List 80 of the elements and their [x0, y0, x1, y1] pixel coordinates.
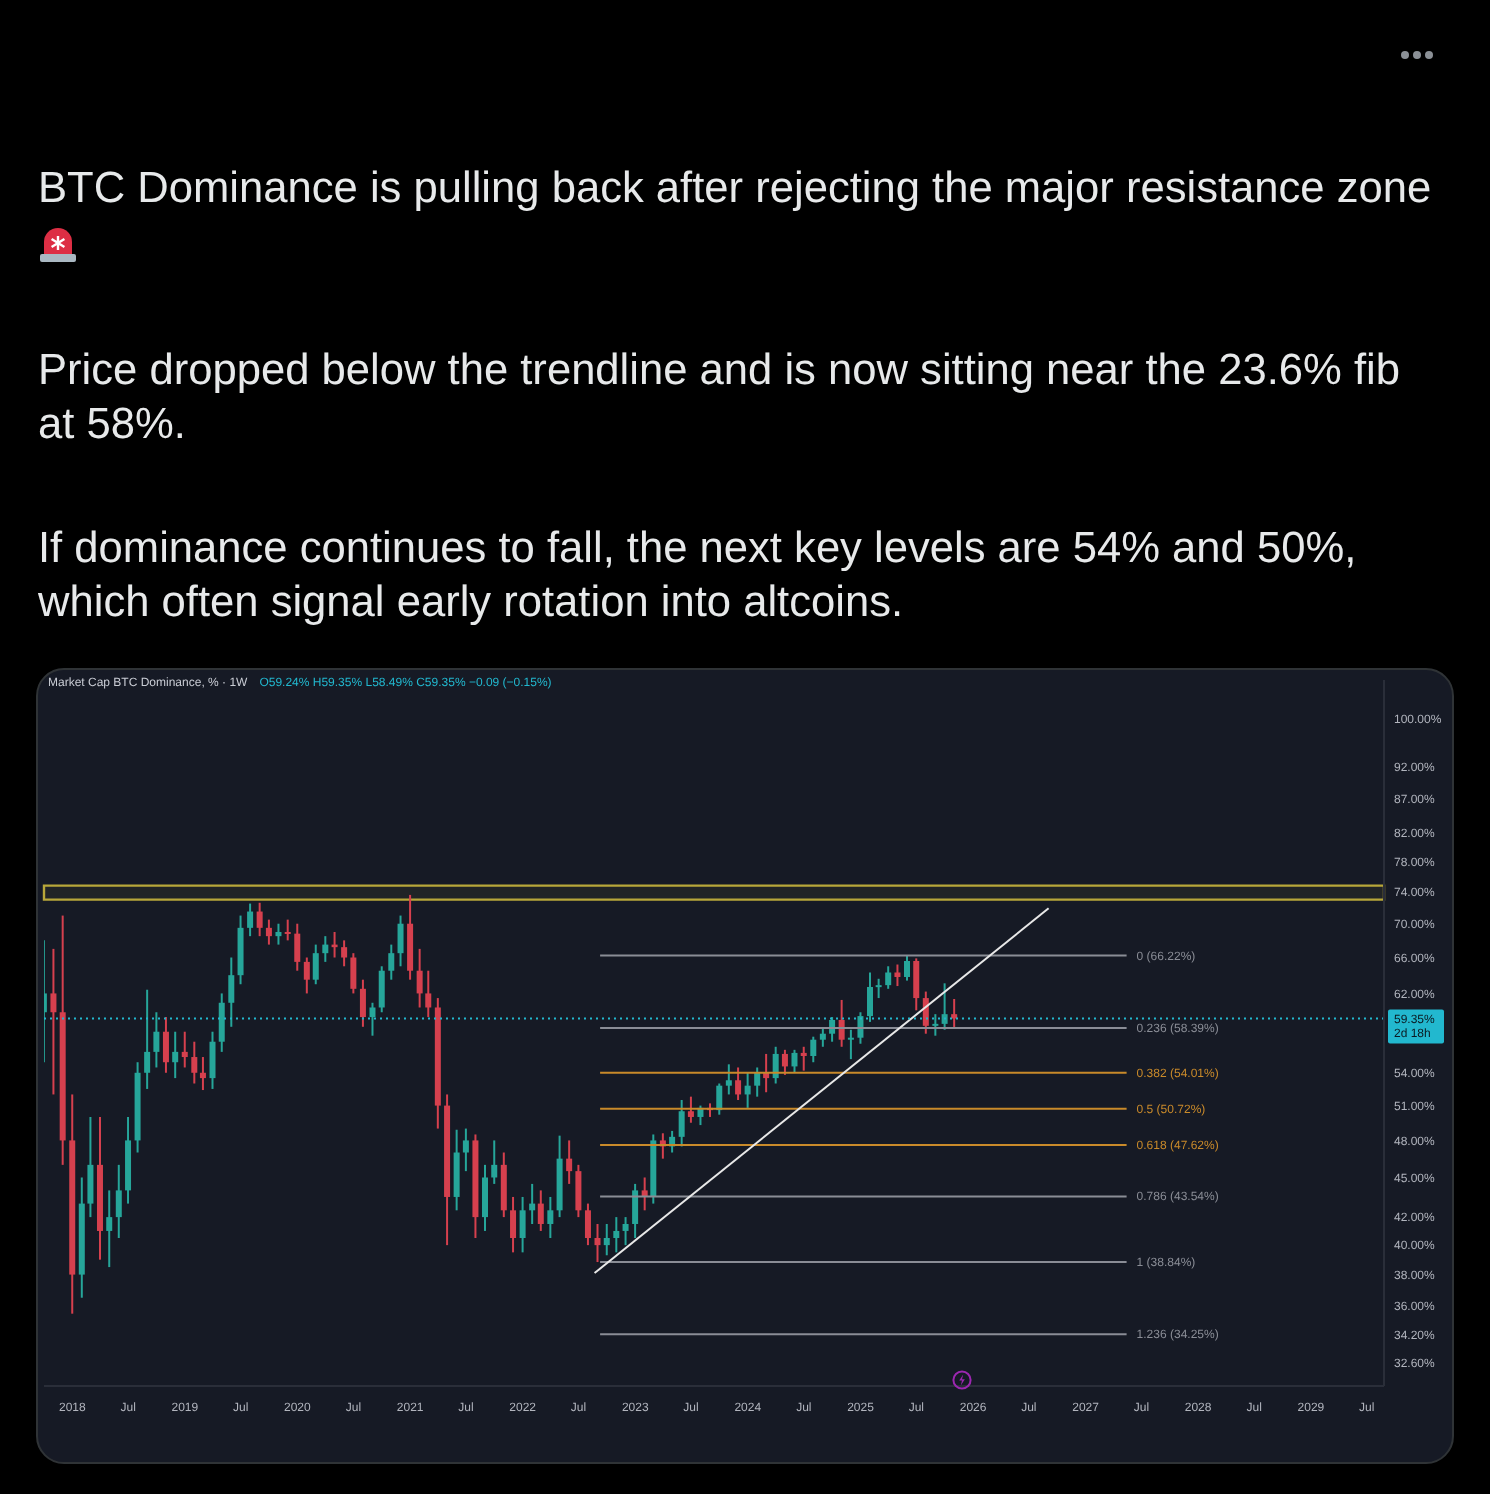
candlestick	[941, 982, 948, 1031]
candlestick	[275, 922, 282, 946]
candlestick	[932, 1013, 939, 1037]
candlestick	[735, 1066, 742, 1101]
candlestick	[678, 1098, 685, 1148]
candlestick	[632, 1182, 639, 1239]
candlestick	[913, 957, 920, 1012]
candlestick	[687, 1095, 694, 1124]
candlestick	[875, 977, 882, 1000]
candlestick	[397, 914, 404, 968]
candlestick	[50, 947, 57, 1096]
candlestick	[594, 1222, 601, 1264]
candlestick	[388, 943, 395, 981]
candlestick	[181, 1030, 188, 1069]
candlestick	[791, 1048, 798, 1074]
candlestick	[800, 1045, 807, 1072]
candlestick	[537, 1189, 544, 1232]
candlestick	[425, 969, 432, 1019]
candlestick	[744, 1071, 751, 1109]
candlestick	[284, 918, 291, 942]
candlestick	[922, 990, 929, 1035]
candlestick	[716, 1082, 723, 1116]
candlestick	[209, 1030, 216, 1090]
candlestick	[87, 1115, 94, 1219]
candlestick	[904, 954, 910, 982]
candlestick	[603, 1222, 610, 1257]
candlestick	[491, 1139, 498, 1185]
candlestick	[613, 1216, 620, 1254]
candlestick	[115, 1163, 122, 1239]
candlestick	[162, 1016, 169, 1074]
candlestick	[500, 1151, 507, 1219]
candlestick	[529, 1182, 536, 1225]
candlestick	[781, 1048, 788, 1076]
candlestick	[378, 965, 385, 1014]
text: If dominance continues to fall, the next key levels are 54% and 50%, which often signal early rotation into altcoins.	[38, 520, 1359, 628]
candlestick	[453, 1128, 460, 1212]
candlestick	[867, 971, 874, 1023]
candlestick	[369, 1001, 376, 1037]
candlestick	[575, 1163, 582, 1219]
candlestick	[303, 956, 310, 995]
candlestick	[294, 922, 301, 972]
candlestick	[106, 1189, 113, 1269]
candlestick	[519, 1195, 526, 1254]
candlestick	[359, 978, 366, 1028]
candlestick	[885, 965, 892, 990]
text: Price dropped below the trendline and is now sitting near the 23.6% fib at 58%.	[38, 342, 1402, 450]
candlestick	[322, 935, 329, 963]
candlestick	[894, 963, 901, 988]
candlestick	[819, 1026, 826, 1048]
candlestick	[547, 1195, 554, 1239]
text: BTC Dominance is pulling back after rejecting the major resistance zone	[38, 160, 1434, 214]
candlestick	[256, 901, 263, 938]
candlestick	[228, 956, 235, 1028]
candlestick	[341, 939, 348, 968]
candlestick	[622, 1216, 629, 1247]
candlestick	[144, 988, 151, 1090]
candlestick	[566, 1139, 573, 1185]
candlestick	[191, 1040, 198, 1085]
candlestick	[481, 1163, 488, 1232]
candlestick	[838, 998, 845, 1048]
candlestick	[407, 893, 414, 981]
candlestick	[584, 1202, 591, 1247]
candlestick	[237, 914, 244, 986]
candlestick	[199, 1056, 206, 1092]
candlestick	[951, 998, 958, 1030]
candlestick	[416, 947, 423, 1009]
candlestick	[462, 1127, 469, 1173]
candlestick	[265, 918, 272, 946]
candlestick	[350, 952, 357, 995]
candlestick	[247, 902, 254, 938]
candlestick	[172, 1030, 179, 1080]
candlestick	[510, 1195, 517, 1254]
candlestick	[153, 1011, 160, 1069]
candlestick	[312, 943, 319, 986]
candlestick	[218, 992, 225, 1053]
candlestick	[725, 1063, 732, 1096]
candlestick	[754, 1066, 761, 1098]
candlestick	[810, 1035, 817, 1064]
candlestick	[772, 1045, 779, 1085]
candlestick	[847, 1028, 854, 1061]
